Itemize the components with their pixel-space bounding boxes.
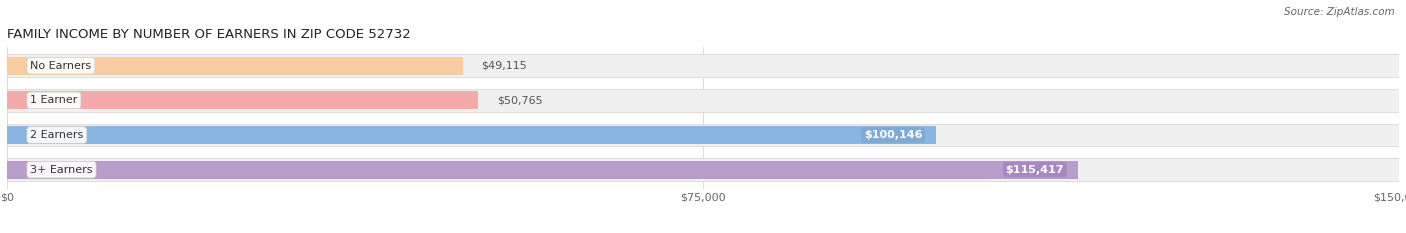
Text: $50,765: $50,765 [496,95,543,105]
Text: Source: ZipAtlas.com: Source: ZipAtlas.com [1284,7,1395,17]
Text: No Earners: No Earners [31,61,91,71]
Bar [7,89,1399,112]
Bar [7,126,936,144]
Text: 2 Earners: 2 Earners [31,130,83,140]
Text: $49,115: $49,115 [481,61,527,71]
Text: 3+ Earners: 3+ Earners [31,165,93,175]
Text: $100,146: $100,146 [863,130,922,140]
Bar [7,124,1399,146]
Text: FAMILY INCOME BY NUMBER OF EARNERS IN ZIP CODE 52732: FAMILY INCOME BY NUMBER OF EARNERS IN ZI… [7,28,411,41]
Bar [7,158,1399,181]
Bar [7,161,1078,179]
Text: $115,417: $115,417 [1005,165,1064,175]
Bar [7,57,463,75]
Text: 1 Earner: 1 Earner [31,95,77,105]
Bar [7,54,1399,77]
Bar [7,91,478,109]
